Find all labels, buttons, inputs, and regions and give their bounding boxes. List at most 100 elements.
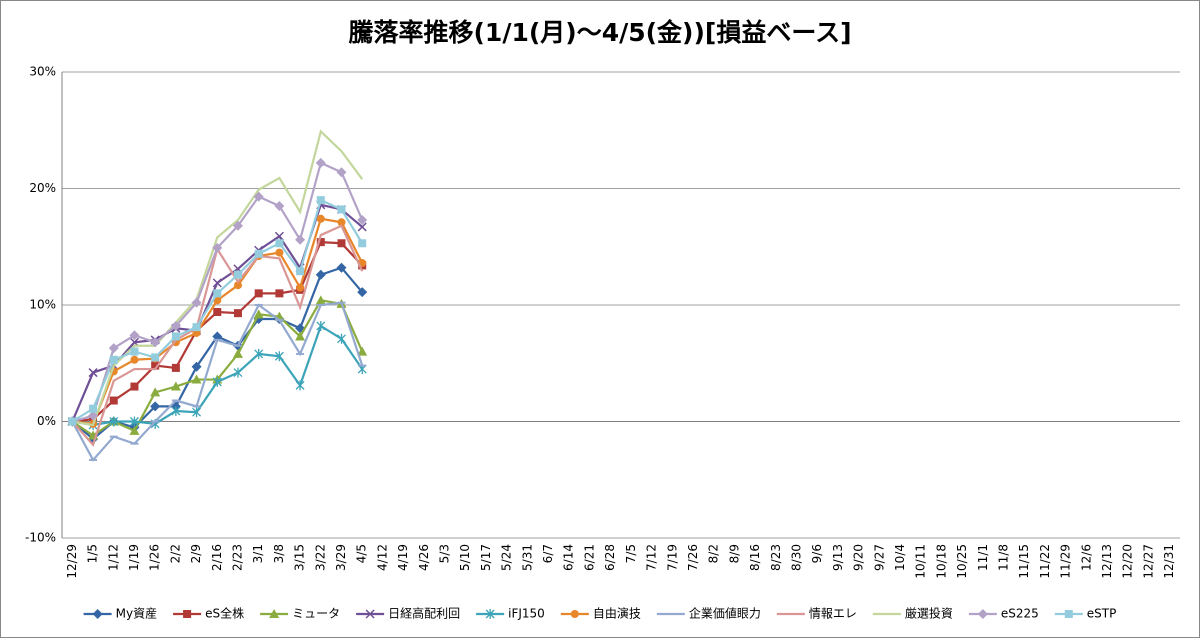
marker [170,381,181,391]
marker [88,410,99,421]
marker [130,382,139,391]
legend-item: ミュータ [260,607,340,621]
legend-item: eS225 [968,607,1039,621]
x-tick-label: 2/2 [168,544,182,563]
legend-item: 情報エレ [776,607,857,621]
marker [254,348,264,359]
marker [68,417,77,426]
x-tick-label: 6/14 [562,544,576,571]
x-tick-label: 10/11 [914,544,928,579]
x-tick-label: 3/8 [272,544,286,563]
legend-label: iFJ150 [508,607,545,621]
x-tick-label: 7/12 [645,544,659,571]
series [72,129,364,427]
marker [337,239,346,248]
marker [1064,610,1073,618]
marker [316,196,325,205]
marker [183,610,192,618]
x-tick-label: 12/27 [1141,544,1155,579]
marker [316,214,325,223]
legend-label: My資産 [116,606,157,621]
marker [92,609,103,619]
legend-label: eSTP [1087,607,1117,621]
x-tick-label: 7/19 [665,544,679,571]
x-tick-label: 8/23 [769,544,783,571]
marker [357,346,368,356]
x-tick-label: 3/15 [293,544,307,571]
marker [365,609,375,619]
legend-item: 日経高配利回 [356,606,460,621]
marker [275,248,284,257]
marker [151,361,160,370]
marker [129,330,140,341]
legend-label: 自由演技 [593,606,641,621]
marker [212,376,222,387]
marker [151,353,160,362]
legend-item: 自由演技 [560,606,641,621]
legend-item: iFJ150 [476,607,545,621]
x-tick-label: 11/8 [997,544,1011,571]
x-tick-label: 9/20 [852,544,866,571]
marker [315,295,326,305]
marker [233,309,242,318]
x-tick-label: 12/31 [1162,544,1176,579]
x-tick-label: 2/9 [189,544,203,563]
marker [171,363,180,372]
marker [254,249,263,258]
x-tick-label: 6/7 [541,544,555,563]
legend-label: eS全株 [205,606,244,621]
x-tick-label: 5/3 [438,544,452,563]
x-tick-label: 4/12 [375,544,389,571]
x-tick-label: 10/25 [955,544,969,579]
x-tick-label: 8/9 [727,544,741,563]
x-tick-label: 1/26 [148,544,162,571]
legend: My資産 eS全株 ミュータ 日経高配利回 iFJ150 自由演技 企業価値眼力 情報エレ 厳選… [83,606,1117,621]
marker [88,368,98,378]
marker [296,267,305,276]
marker [191,297,202,308]
x-tick-label: 3/22 [313,544,327,571]
x-tick-label: 6/21 [582,544,596,571]
legend-item: eS全株 [173,606,244,621]
marker [337,218,346,227]
marker [171,332,180,341]
chart-title: 騰落率推移(1/1(月)～4/5(金))[損益ベース] [349,18,852,47]
x-tick-label: 1/19 [127,544,141,571]
legend-label: 日経高配利回 [388,606,460,621]
marker [253,191,264,202]
marker [336,167,347,178]
x-tick-label: 12/20 [1121,544,1135,579]
legend-label: 厳選投資 [905,606,953,621]
x-tick-label: 10/18 [934,544,948,579]
legend-item: My資産 [83,606,157,621]
marker [212,242,223,253]
x-tick-label: 4/19 [396,544,410,571]
marker [254,289,263,298]
marker [109,416,119,427]
marker [130,355,139,364]
marker [316,320,326,331]
marker [357,222,367,232]
y-tick-label: 30% [29,65,56,79]
marker [130,347,139,356]
marker [213,289,222,298]
marker [109,355,118,364]
x-tick-label: 1/5 [86,544,100,563]
marker [233,367,243,378]
marker [274,231,284,241]
x-tick-label: 11/22 [1038,544,1052,579]
marker [269,609,280,618]
legend-item: 企業価値眼力 [656,606,761,621]
marker [357,287,368,298]
x-tick-label: 9/27 [872,544,886,571]
series-line [72,129,364,427]
legend-label: eS225 [1001,607,1039,621]
marker [191,361,202,372]
x-tick-label: 11/29 [1059,544,1073,579]
marker [275,289,284,298]
marker [570,610,579,618]
x-tick-label: 4/5 [355,544,369,563]
x-tick-label: 3/1 [251,544,265,563]
marker [485,609,495,619]
